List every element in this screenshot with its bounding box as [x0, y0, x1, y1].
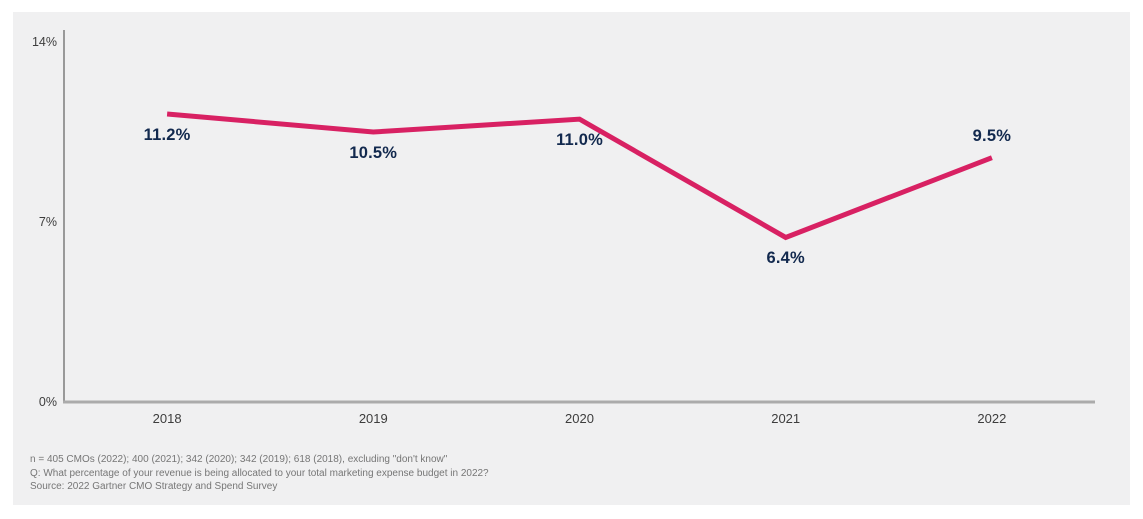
line-chart: 0% 7% 14% 2018 2019 2020 2021 2022 11.2% 10.5% 11.… — [13, 12, 1130, 505]
footnote-question: Q: What percentage of your revenue is be… — [30, 467, 489, 479]
y-axis-tick-label: 0% — [38, 395, 57, 409]
footnote-sample: n = 405 CMOs (2022); 400 (2021); 342 (20… — [30, 454, 448, 465]
data-point-label: 10.5% — [349, 144, 398, 162]
x-axis-tick-label: 2022 — [977, 411, 1007, 426]
line-chart-canvas — [63, 30, 1095, 404]
chart-footnote: n = 405 CMOs (2022); 400 (2021); 342 (20… — [30, 453, 489, 494]
data-point-label: 11.2% — [143, 126, 191, 144]
data-series-line — [166, 111, 993, 241]
footnote-source: Source: 2022 Gartner CMO Strategy and Sp… — [30, 481, 278, 492]
data-point-label: 9.5% — [972, 126, 1012, 145]
x-axis-tick-label: 2018 — [152, 411, 182, 426]
x-axis-tick-label: 2020 — [565, 411, 594, 426]
x-axis-tick-label: 2019 — [358, 411, 388, 426]
data-point-label: 11.0% — [556, 131, 603, 150]
chart-panel: 0% 7% 14% 2018 2019 2020 2021 2022 11.2% 10.5% 11.… — [13, 12, 1130, 505]
data-point-label: 6.4% — [766, 249, 805, 268]
y-axis-tick-label: 7% — [38, 215, 57, 229]
y-axis-tick-label: 14% — [31, 35, 57, 49]
x-axis-tick-label: 2021 — [771, 411, 801, 426]
